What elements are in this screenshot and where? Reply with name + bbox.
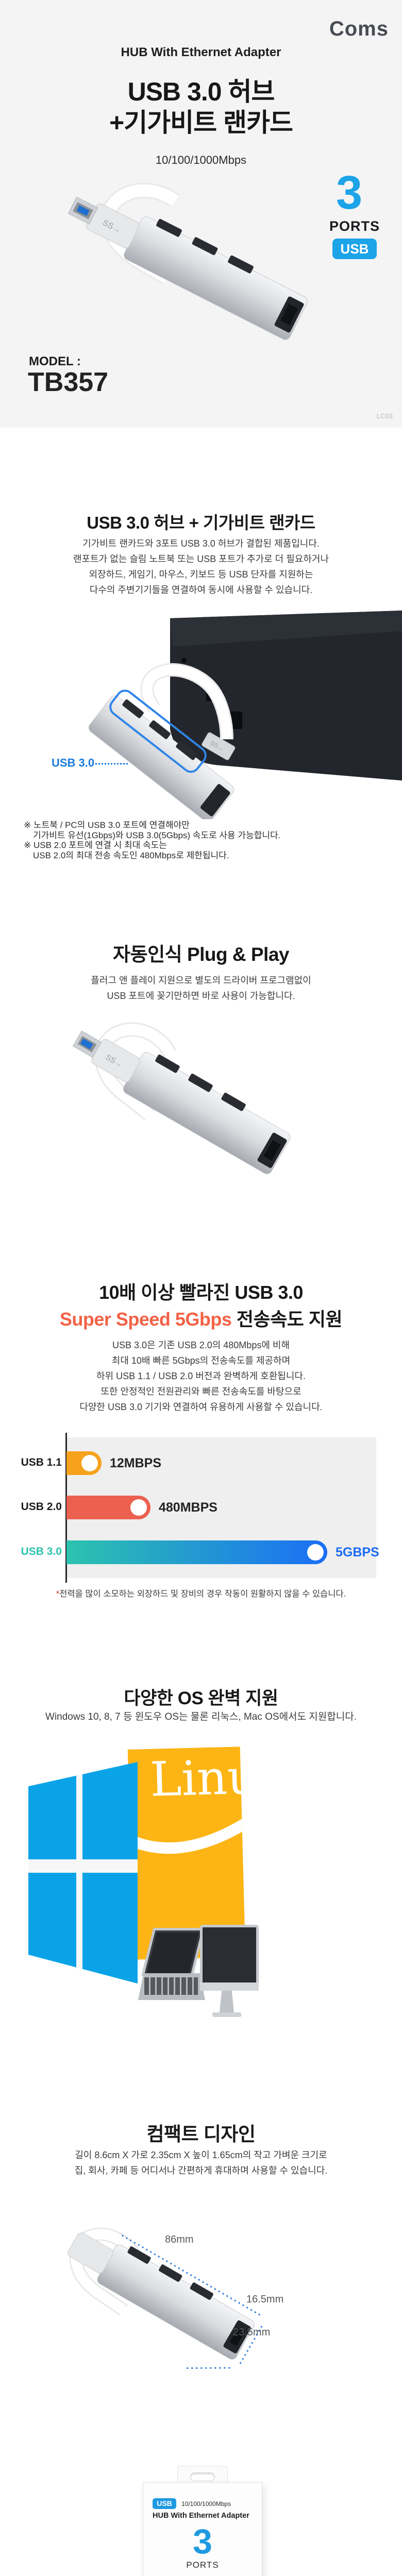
footnote-asterisk: * [56, 1589, 60, 1599]
text-line: 기가비트 랜카드와 3포트 USB 3.0 허브가 결합된 제품입니다. [82, 538, 320, 549]
chart-bar [66, 1451, 102, 1475]
plugplay-paragraph: 플러그 앤 플레이 지원으로 별도의 드라이버 프로그램없이 USB 포트에 꽂기… [0, 973, 402, 1004]
text-line: 다수의 주변기기들을 연결하여 동시에 사용할 수 있습니다. [89, 585, 313, 595]
chart-category-label: USB 3.0 [21, 1546, 62, 1557]
laptop-connection-photo: SS→ [88, 611, 402, 819]
plugplay-heading: 자동인식 Plug & Play [113, 944, 290, 965]
box-product-image [143, 2571, 262, 2576]
hero-section: Coms HUB With Ethernet Adapter USB 3.0 허… [0, 0, 402, 428]
chart-category-label: USB 1.1 [21, 1456, 62, 1468]
connect-notes: ※ 노트북 / PC의 USB 3.0 포트에 연결해야만 기가비트 유선(1Gb… [24, 820, 280, 860]
box-usb-chip: USB [153, 2498, 176, 2509]
laptop-illustration [138, 1928, 205, 2013]
coms-logo: Coms [329, 18, 389, 40]
chart-category-label: USB 2.0 [21, 1501, 62, 1513]
linux-swoosh [133, 1814, 243, 1854]
callout-dotted-line [89, 763, 128, 765]
windows-logo-gap-v [76, 1762, 82, 1984]
plugplay-product-photo: SS→ [72, 1022, 291, 1174]
linux-logo-text: Linux [149, 1748, 246, 1807]
text-line: ※ USB 2.0 포트에 연결 시 최대 속도는 [24, 840, 167, 850]
hang-tab-hole [190, 2472, 215, 2481]
speed-chart-axis [65, 1433, 67, 1583]
text-line: 외장하드, 게임기, 마우스, 키보드 등 USB 단자를 지원하는 [89, 569, 313, 580]
os-heading: 다양한 OS 완벽 지원 [124, 1688, 278, 1708]
text-line: USB 포트에 꽂기만하면 바로 사용이 가능합니다. [107, 991, 295, 1001]
hero-title-line1: USB 3.0 허브 [127, 77, 275, 106]
text-line: 기가비트 유선(1Gbps)와 USB 3.0(5Gbps) 속도로 사용 가능… [33, 830, 281, 840]
compact-heading: 컴팩트 디자인 [146, 2124, 256, 2145]
intro-heading: USB 3.0 허브 + 기가비트 랜카드 [87, 513, 315, 532]
chart-bar [66, 1496, 150, 1519]
text-line: ※ 노트북 / PC의 USB 3.0 포트에 연결해야만 [24, 820, 190, 830]
speed-heading-line2: Super Speed 5Gbps 전송속도 지원 [0, 1304, 402, 1331]
dim-height-label: 16.5mm [246, 2294, 284, 2305]
speed-heading-line1: 10배 이상 빨라진 USB 3.0 [99, 1282, 303, 1303]
hero-tagline: HUB With Ethernet Adapter [121, 45, 281, 59]
os-subtitle: Windows 10, 8, 7 등 윈도우 OS는 물론 리눅스, Mac O… [45, 1711, 357, 1722]
chart-value-label: 5GBPS [336, 1545, 379, 1560]
text-line: USB 3.0은 기존 USB 2.0의 480Mbps에 비해 [112, 1340, 290, 1350]
linux-logo: Linux [127, 1747, 246, 1960]
speed-heading-accent: Super Speed 5Gbps [59, 1309, 232, 1330]
hero-title-line2: +기가비트 랜카드 [109, 108, 293, 137]
chart-bar [66, 1540, 327, 1564]
footnote-text: 전력을 많이 소모하는 외장하드 및 장비의 경우 작동이 원활하지 않을 수 … [59, 1589, 346, 1599]
speed-heading-rest: 전송속도 지원 [231, 1309, 343, 1330]
hero-product-photo: SS→ [68, 182, 308, 340]
box-ports-label: PORTS [186, 2560, 219, 2570]
chart-footnote: *전력을 많이 소모하는 외장하드 및 장비의 경우 작동이 원활하지 않을 수… [0, 1587, 402, 1599]
compact-paragraph: 길이 8.6cm X 가로 2.35cm X 높이 1.65cm의 작고 가벼운… [0, 2147, 402, 2178]
dimensions-photo [68, 2227, 263, 2369]
windows-logo-gap-h [28, 1859, 138, 1873]
usb3-callout-label: USB 3.0 [52, 756, 95, 769]
text-line: 집, 회사, 카페 등 어디서나 간편하게 휴대하며 사용할 수 있습니다. [74, 2165, 328, 2176]
intro-paragraph: 기가비트 랜카드와 3포트 USB 3.0 허브가 결합된 제품입니다. 랜포트가… [0, 536, 402, 598]
text-line: 플러그 앤 플레이 지원으로 별도의 드라이버 프로그램없이 [91, 975, 311, 986]
text-line: 하위 USB 1.1 / USB 2.0 버전과 완벽하게 호환됩니다. [96, 1371, 306, 1381]
hero-speed: 10/100/1000Mbps [155, 154, 247, 166]
desktop-illustration [200, 1925, 259, 2023]
text-line: 길이 8.6cm X 가로 2.35cm X 높이 1.65cm의 작고 가벼운… [75, 2150, 327, 2160]
usb-badge: USB [332, 239, 377, 259]
box-title: HUB With Ethernet Adapter [153, 2512, 249, 2520]
bar-end-knob [81, 1455, 98, 1471]
chart-value-label: 480MBPS [159, 1500, 217, 1515]
bar-end-knob [130, 1499, 147, 1516]
ports-count: 3 [336, 166, 363, 219]
text-line: 다양한 USB 3.0 기기와 연결하여 유용하게 사용할 수 있습니다. [79, 1402, 323, 1412]
dim-width-label: 23.5mm [233, 2327, 271, 2338]
box-speed: 10/100/1000Mbps [181, 2500, 231, 2507]
ports-label: PORTS [329, 218, 380, 234]
watermark: LC03 [376, 412, 393, 420]
model-label: MODEL : [29, 354, 81, 368]
windows-logo [28, 1762, 138, 1984]
text-line: 또한 안정적인 전원관리와 빠른 전송속도를 바탕으로 [100, 1386, 301, 1397]
package-box: USB 10/100/1000Mbps HUB With Ethernet Ad… [143, 2482, 262, 2576]
text-line: 최대 10배 빠른 5Gbps의 전송속도를 제공하며 [111, 1355, 291, 1366]
dim-length-label: 86mm [165, 2234, 194, 2245]
text-line: 랜포트가 없는 슬림 노트북 또는 USB 포트가 추가로 더 필요하거나 [73, 554, 329, 564]
bar-end-knob [307, 1544, 324, 1561]
box-ports-count: 3 [193, 2522, 212, 2561]
text-line: USB 2.0의 최대 전송 속도인 480Mbps로 제한됩니다. [33, 850, 229, 860]
chart-value-label: 12MBPS [110, 1456, 162, 1470]
model-code: TB357 [28, 367, 109, 397]
